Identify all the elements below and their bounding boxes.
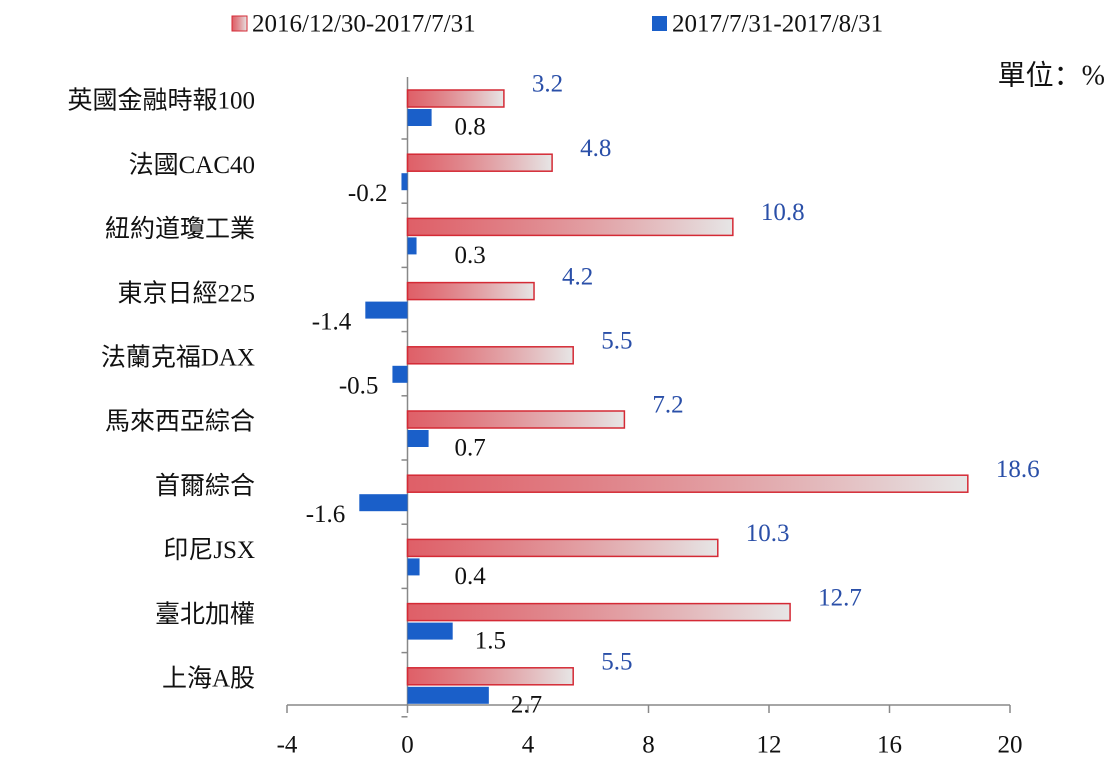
bar [407, 237, 417, 255]
value-label: 1.5 [475, 627, 506, 654]
x-tick-label: 12 [757, 732, 782, 759]
category-label: 上海A股 [162, 665, 255, 693]
bar [406, 667, 574, 686]
legend-swatch [652, 16, 667, 31]
value-label: 4.8 [580, 135, 611, 162]
x-tick-label: 0 [401, 732, 414, 759]
value-label: 10.8 [761, 199, 805, 226]
category-label: 印尼JSX [163, 536, 255, 564]
value-label: 0.8 [455, 114, 486, 141]
x-tick-label: 8 [642, 732, 655, 759]
bar [407, 430, 429, 447]
bar [406, 538, 719, 558]
category-label: 英國金融時報100 [67, 87, 255, 115]
bar [406, 346, 574, 365]
bar [406, 217, 734, 237]
category-label: 臺北加權 [155, 600, 255, 628]
legend-label: 2017/7/31-2017/8/31 [672, 11, 883, 38]
x-tick-label: 16 [877, 732, 902, 759]
value-label: -0.2 [348, 180, 388, 207]
category-label: 紐約道瓊工業 [105, 215, 255, 243]
bar [406, 153, 553, 172]
bar [407, 686, 489, 704]
x-tick-label: -4 [277, 732, 298, 759]
x-tick-label: 4 [522, 732, 535, 759]
value-label: 18.6 [996, 456, 1040, 483]
bar [392, 365, 408, 383]
bar [365, 301, 408, 319]
value-label: 7.2 [652, 392, 683, 419]
value-label: 12.7 [818, 584, 862, 611]
value-label: 0.7 [455, 435, 486, 462]
bar [406, 474, 969, 493]
bar [406, 281, 535, 301]
category-label: 馬來西亞綜合 [105, 408, 255, 436]
value-label: 5.5 [601, 649, 632, 676]
category-label: 法蘭克福DAX [101, 344, 255, 372]
value-label: -0.5 [339, 373, 379, 400]
category-label: 首爾綜合 [155, 472, 255, 500]
bar [406, 602, 791, 622]
value-label: 3.2 [532, 71, 563, 98]
bar [406, 89, 505, 108]
value-label: 10.3 [746, 520, 790, 547]
value-label: 0.3 [455, 242, 486, 269]
bar [406, 410, 626, 429]
unit-label: 單位：% [998, 59, 1105, 91]
bar [407, 622, 453, 640]
bar [401, 173, 408, 191]
bar [407, 109, 432, 126]
bar [359, 494, 408, 512]
legend-swatch [231, 15, 248, 32]
category-label: 東京日經225 [117, 279, 255, 307]
x-tick-label: 20 [998, 732, 1023, 759]
value-label: 4.2 [562, 263, 593, 290]
value-label: -1.6 [306, 501, 346, 528]
value-label: 2.7 [511, 692, 542, 719]
value-label: -1.4 [312, 308, 352, 335]
value-label: 5.5 [601, 328, 632, 355]
category-label: 法國CAC40 [129, 151, 255, 179]
legend-label: 2016/12/30-2017/7/31 [252, 11, 476, 38]
value-label: 0.4 [455, 563, 487, 590]
bar [407, 558, 420, 576]
